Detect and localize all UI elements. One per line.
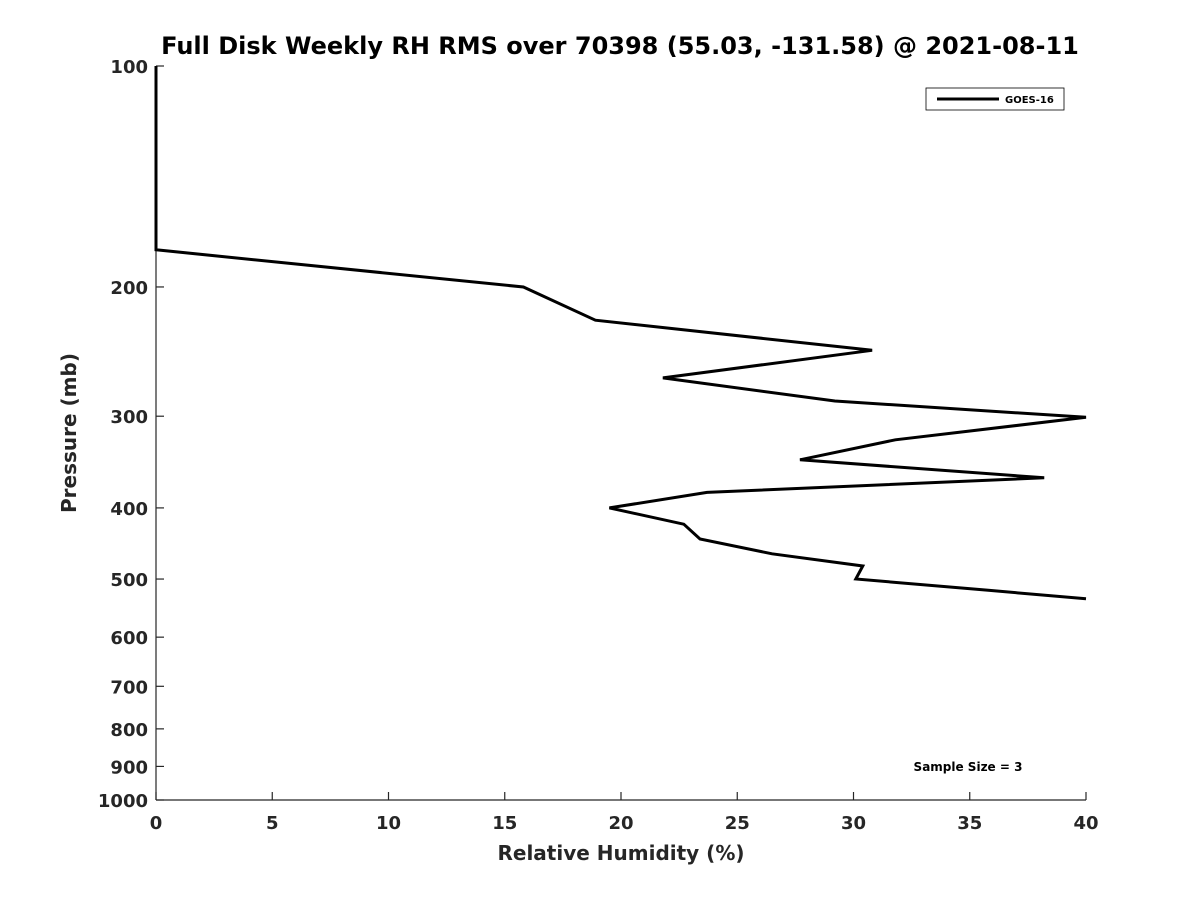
x-tick-label: 40 xyxy=(1073,813,1098,834)
x-axis-label: Relative Humidity (%) xyxy=(497,841,744,865)
y-tick-label: 1000 xyxy=(98,791,148,812)
y-axis-ticks: 100 200 300 400 500 600 700 800 900 1000 xyxy=(98,57,164,812)
x-tick-label: 35 xyxy=(957,813,982,834)
y-tick-label: 800 xyxy=(110,720,148,741)
x-tick-label: 25 xyxy=(725,813,750,834)
y-tick-label: 900 xyxy=(110,757,148,778)
sample-size-annotation: Sample Size = 3 xyxy=(914,760,1023,774)
legend-entry-goes-16: GOES-16 xyxy=(1005,95,1054,106)
y-tick-label: 700 xyxy=(110,677,148,698)
series-layer xyxy=(154,66,1087,601)
x-tick-label: 0 xyxy=(150,813,163,834)
y-tick-label: 600 xyxy=(110,628,148,649)
legend: GOES-16 xyxy=(925,87,1065,111)
x-tick-label: 30 xyxy=(841,813,866,834)
x-tick-label: 15 xyxy=(492,813,517,834)
x-tick-label: 10 xyxy=(376,813,401,834)
y-tick-label: 100 xyxy=(110,57,148,78)
y-tick-label: 300 xyxy=(110,407,148,428)
y-tick-label: 500 xyxy=(110,570,148,591)
y-tick-label: 200 xyxy=(110,278,148,299)
x-tick-label: 5 xyxy=(266,813,279,834)
x-tick-label: 20 xyxy=(608,813,633,834)
series-line-goes-16 xyxy=(154,66,1087,601)
chart-title: Full Disk Weekly RH RMS over 70398 (55.0… xyxy=(161,32,1079,60)
y-axis-label: Pressure (mb) xyxy=(57,353,81,513)
y-tick-label: 400 xyxy=(110,499,148,520)
x-axis-ticks: 0 5 10 15 20 25 30 35 40 xyxy=(150,792,1099,834)
